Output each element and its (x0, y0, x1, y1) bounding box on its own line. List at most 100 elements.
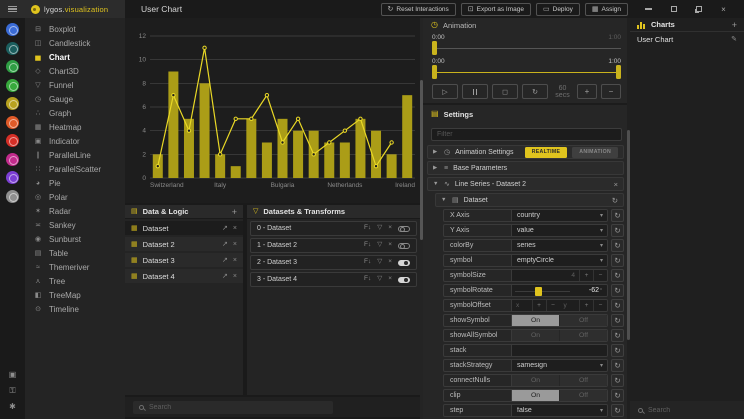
showallsymbol-off-button[interactable]: Off (559, 330, 607, 341)
transform-row-3-dataset-4[interactable]: 3 - Dataset 4 F↓ ▽ × (250, 272, 417, 287)
filter-icon[interactable]: ▽ (377, 224, 383, 232)
range-end-thumb[interactable] (616, 65, 621, 79)
clip-off-button[interactable]: Off (559, 390, 607, 401)
app-badge-7[interactable] (6, 134, 19, 147)
play-button[interactable]: ▷ (432, 84, 458, 99)
line-series-group[interactable]: ▼ ∿ Line Series - Dataset 2 × (427, 177, 624, 191)
sidebar-item-pie[interactable]: ◕ Pie (25, 176, 125, 190)
animation-settings-group[interactable]: ▶ ◷ Animation Settings REALTIME ANIMATIO… (427, 145, 624, 159)
reset-symboloffset-button[interactable]: ↻ (611, 299, 624, 312)
sidebar-item-parallelline[interactable]: ∥ ParallelLine (25, 148, 125, 162)
duration-increase-button[interactable]: + (577, 84, 597, 99)
increase-button[interactable]: + (579, 300, 593, 311)
menu-icon[interactable] (0, 0, 25, 18)
sidebar-item-heatmap[interactable]: ▦ Heatmap (25, 120, 125, 134)
reset-symbolrotate-button[interactable]: ↻ (611, 284, 624, 297)
chart-item-user-chart[interactable]: User Chart ✎ (630, 32, 744, 46)
maximize-icon[interactable] (668, 3, 680, 15)
restore-icon[interactable] (693, 3, 705, 15)
add-chart-button[interactable]: + (731, 19, 737, 30)
step-select[interactable]: false ▾ (511, 405, 607, 416)
sort-function-icon[interactable]: F↓ (363, 258, 372, 266)
transform-toggle[interactable] (398, 242, 410, 249)
delete-dataset-icon[interactable]: × (232, 272, 237, 280)
transform-row-2-dataset-3[interactable]: 2 - Dataset 3 F↓ ▽ × (250, 255, 417, 270)
realtime-button[interactable]: REALTIME (524, 146, 568, 158)
symbolsize-value[interactable]: 4 (571, 272, 575, 279)
sidebar-item-polar[interactable]: ◎ Polar (25, 190, 125, 204)
transform-toggle[interactable] (398, 259, 410, 266)
sidebar-item-boxplot[interactable]: ⊟ Boxplot (25, 22, 125, 36)
app-badge-5[interactable] (6, 97, 19, 110)
minimize-icon[interactable] (643, 3, 655, 15)
dataset-row-dataset-2[interactable]: ▦ Dataset 2 ↗ × (125, 237, 243, 251)
sidebar-item-table[interactable]: ▤ Table (25, 246, 125, 260)
sidebar-item-graph[interactable]: ∴ Graph (25, 106, 125, 120)
sidebar-item-candlestick[interactable]: ◫ Candlestick (25, 36, 125, 50)
symbolrotate-value[interactable]: -62 (588, 287, 599, 294)
stop-button[interactable]: ◻ (492, 84, 518, 99)
x-axis-select[interactable]: country ▾ (511, 210, 607, 221)
reset-clip-button[interactable]: ↻ (611, 389, 624, 402)
dataset-row-dataset-3[interactable]: ▦ Dataset 3 ↗ × (125, 253, 243, 267)
playhead-slider[interactable] (432, 41, 621, 56)
showallsymbol-on-button[interactable]: On (512, 330, 559, 341)
transform-row-0-dataset[interactable]: 0 - Dataset F↓ ▽ × (250, 221, 417, 236)
sort-function-icon[interactable]: F↓ (363, 224, 372, 232)
sidebar-item-themeriver[interactable]: ≈ Themeriver (25, 260, 125, 274)
base-parameters-group[interactable]: ▶ ≡ Base Parameters (427, 161, 624, 175)
sort-function-icon[interactable]: F↓ (363, 275, 372, 283)
transform-row-1-dataset-2[interactable]: 1 - Dataset 2 F↓ ▽ × (250, 238, 417, 253)
settings-scrollbar[interactable] (627, 18, 630, 419)
symbolrotate-slider[interactable] (512, 285, 573, 296)
app-badge-8[interactable] (6, 152, 19, 166)
search-input-left[interactable] (133, 400, 333, 414)
media-icon[interactable]: ▣ (8, 370, 17, 379)
y-axis-select[interactable]: value ▾ (511, 225, 607, 236)
deploy-button[interactable]: ▭ Deploy (536, 2, 580, 16)
reset-symbol-button[interactable]: ↻ (611, 254, 624, 267)
x-offset-input[interactable]: x (516, 302, 520, 309)
range-start-thumb[interactable] (432, 65, 437, 79)
filter-icon[interactable]: ▽ (377, 241, 383, 249)
reset-x-axis-button[interactable]: ↻ (611, 209, 624, 222)
y-offset-input[interactable]: y (563, 302, 567, 309)
reset-step-button[interactable]: ↻ (611, 404, 624, 417)
open-dataset-icon[interactable]: ↗ (222, 256, 228, 264)
delete-dataset-icon[interactable]: × (232, 240, 237, 248)
decrease-button[interactable]: − (545, 300, 560, 311)
assign-button[interactable]: ▦ Assign (584, 2, 628, 16)
filter-icon[interactable]: ▽ (377, 258, 383, 266)
sidebar-item-sunburst[interactable]: ◉ Sunburst (25, 232, 125, 246)
connectnulls-on-button[interactable]: On (512, 375, 559, 386)
app-badge-9[interactable] (6, 171, 19, 184)
connectnulls-off-button[interactable]: Off (559, 375, 607, 386)
reset-showallsymbol-button[interactable]: ↻ (611, 329, 624, 342)
scrollbar-thumb[interactable] (420, 80, 423, 240)
clip-on-button[interactable]: On (512, 390, 559, 401)
dataset-row-dataset[interactable]: ▦ Dataset ↗ × (125, 221, 243, 235)
transform-toggle[interactable] (398, 276, 410, 283)
open-dataset-icon[interactable]: ↗ (222, 240, 228, 248)
replay-button[interactable]: ↻ (522, 84, 548, 99)
stack-input[interactable] (511, 345, 607, 356)
open-dataset-icon[interactable]: ↗ (222, 272, 228, 280)
remove-series-icon[interactable]: × (613, 179, 618, 189)
reset-colorby-button[interactable]: ↻ (611, 239, 624, 252)
edit-icon[interactable]: ✎ (731, 36, 737, 43)
colorby-select[interactable]: series ▾ (511, 240, 607, 251)
open-dataset-icon[interactable]: ↗ (222, 224, 228, 232)
gear-icon[interactable]: ✱ (9, 402, 16, 411)
stackstrategy-select[interactable]: samesign ▾ (511, 360, 607, 371)
sidebar-item-indicator[interactable]: ▣ Indicator (25, 134, 125, 148)
export-as-image-button[interactable]: ⊡ Export as Image (460, 2, 531, 16)
dataset-row-dataset-4[interactable]: ▦ Dataset 4 ↗ × (125, 269, 243, 283)
app-badge-4[interactable] (6, 78, 19, 92)
sidebar-item-timeline[interactable]: ⊙ Timeline (25, 302, 125, 316)
showsymbol-off-button[interactable]: Off (559, 315, 607, 326)
sidebar-item-tree[interactable]: ⋏ Tree (25, 274, 125, 288)
remove-transform-icon[interactable]: × (388, 241, 392, 249)
pause-button[interactable] (462, 84, 488, 99)
increase-button[interactable]: + (579, 270, 593, 281)
add-dataset-button[interactable]: + (231, 206, 237, 217)
